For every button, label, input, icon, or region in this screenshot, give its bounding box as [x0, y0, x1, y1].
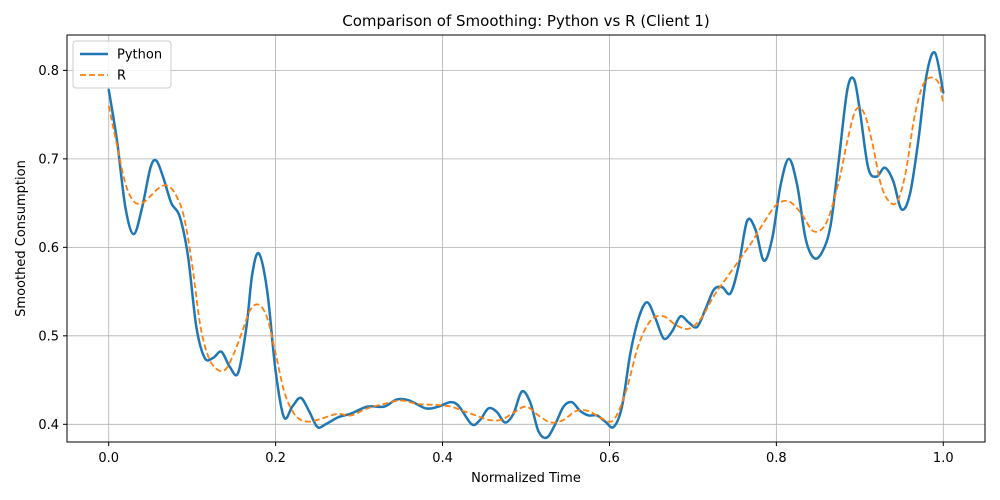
x-tick-label: 0.4 [432, 451, 453, 466]
legend-label-r: R [117, 69, 126, 84]
y-tick-label: 0.4 [38, 418, 59, 433]
y-tick-label: 0.6 [38, 241, 59, 256]
x-axis-label: Normalized Time [471, 471, 581, 486]
x-tick-label: 0.8 [766, 451, 787, 466]
x-tick-label: 1.0 [933, 451, 954, 466]
grid [67, 35, 985, 442]
series-line-python [107, 50, 945, 440]
y-tick-label: 0.8 [38, 64, 59, 79]
x-tick-label: 0.0 [98, 451, 119, 466]
y-axis-label: Smoothed Consumption [14, 160, 29, 317]
axis-ticks: 0.0 0.2 0.4 0.6 0.8 1.0 0.4 0.5 0.6 0.7 0.8 [38, 64, 953, 466]
y-tick-label: 0.5 [38, 329, 59, 344]
legend-label-python: Python [117, 48, 162, 63]
legend: Python R [72, 40, 172, 89]
x-tick-label: 0.2 [265, 451, 286, 466]
x-tick-label: 0.6 [599, 451, 620, 466]
chart-title: Comparison of Smoothing: Python vs R (Cl… [342, 12, 710, 30]
y-tick-label: 0.7 [38, 152, 59, 167]
plot-frame [66, 34, 986, 443]
series-layer [107, 50, 945, 440]
series-line-r [107, 76, 945, 424]
